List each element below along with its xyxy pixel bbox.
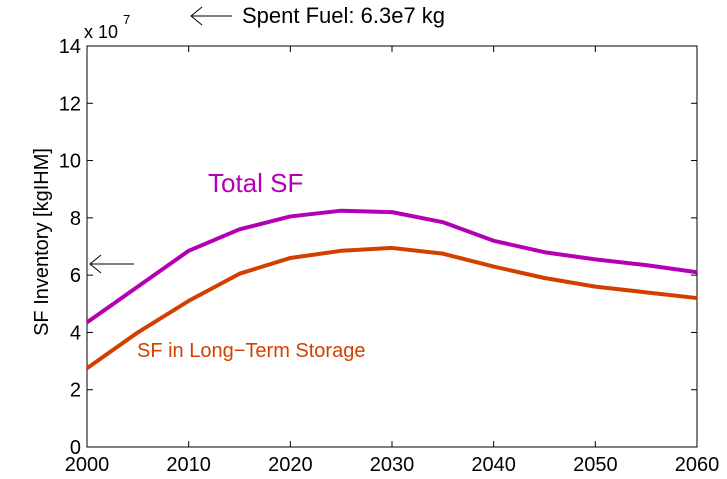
x-tick-label: 2050	[573, 454, 618, 476]
left-arrow	[89, 254, 134, 274]
series-line	[85, 245, 698, 370]
y-tick-label: 8	[70, 208, 81, 230]
y-tick-label: 10	[59, 151, 81, 173]
y-tick-label: 2	[70, 380, 81, 402]
y-multiplier-exponent: 7	[123, 12, 130, 27]
top-arrow	[190, 6, 232, 26]
x-tick-label: 2010	[166, 454, 211, 476]
y-axis-label: SF Inventory [kgIHM]	[31, 148, 53, 336]
y-tick-label: 6	[70, 265, 81, 287]
series-label: Total SF	[208, 168, 303, 198]
series-line	[85, 208, 698, 325]
y-tick-label: 0	[70, 437, 81, 459]
y-tick-label: 12	[59, 93, 81, 115]
annotation: Spent Fuel: 6.3e7 kg	[242, 3, 445, 28]
x-tick-label: 2020	[268, 454, 313, 476]
x-tick-label: 2060	[675, 454, 720, 476]
series-label: SF in Long−Term Storage	[137, 340, 365, 362]
y-tick-label: 14	[59, 36, 81, 58]
y-tick-label: 4	[70, 322, 81, 344]
x-tick-label: 2030	[370, 454, 415, 476]
y-multiplier: x 10	[84, 22, 118, 42]
x-tick-label: 2000	[65, 454, 110, 476]
x-tick-label: 2040	[471, 454, 516, 476]
